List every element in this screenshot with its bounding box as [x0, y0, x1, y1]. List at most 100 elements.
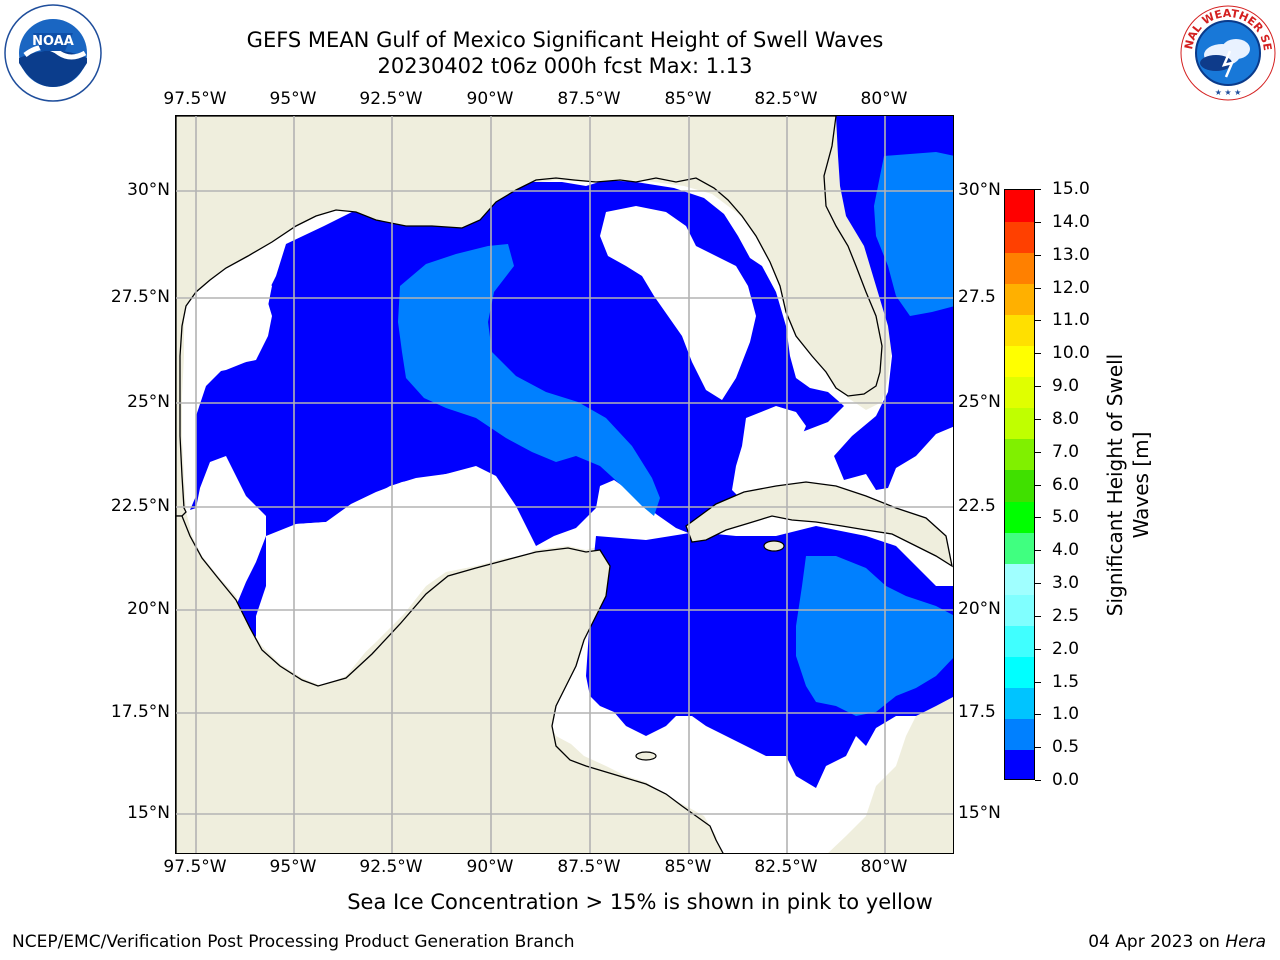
noaa-logo: NOAA [4, 4, 102, 102]
colorbar-segment [1005, 594, 1034, 626]
lon-tick-label: 95°W [269, 89, 317, 109]
map-title: GEFS MEAN Gulf of Mexico Significant Hei… [246, 28, 884, 52]
lon-tick-label: 97.5°W [163, 89, 227, 109]
colorbar-tick [1035, 615, 1041, 617]
colorbar-segment [1005, 532, 1034, 564]
colorbar-tick [1035, 221, 1041, 223]
footer-date-text: 04 Apr 2023 on [1088, 932, 1226, 952]
mexico-landmass [176, 515, 724, 853]
lat-tick-label: 15°N [958, 803, 1001, 823]
colorbar [1004, 189, 1035, 780]
colorbar-tick-label: 11.0 [1052, 310, 1090, 331]
calm-area-east-gulf [600, 206, 756, 400]
lat-tick-label: 25°N [127, 392, 170, 412]
lat-tick-label: 22.5 [958, 496, 996, 516]
colorbar-tick-label: 1.0 [1052, 704, 1080, 725]
lon-tick-label: 82.5°W [754, 857, 818, 877]
colorbar-tick-label: 12.0 [1052, 277, 1090, 298]
lat-tick-label: 15°N [127, 803, 170, 823]
swell-region-light-center [398, 244, 660, 516]
nws-logo: NATIONAL WEATHER SERVICE ★ ★ ★ [1178, 3, 1276, 101]
lon-tick-label: 80°W [860, 857, 908, 877]
calm-area-west-gulf [198, 270, 272, 374]
colorbar-segment [1005, 221, 1034, 253]
colorbar-segment [1005, 283, 1034, 315]
footer-host: Hera [1225, 932, 1266, 952]
us-landmass [176, 116, 883, 517]
colorbar-segment [1005, 625, 1034, 658]
swell-region-caribbean-light [796, 556, 953, 716]
colorbar-tick [1035, 287, 1041, 289]
colorbar-tick-label: 6.0 [1052, 474, 1080, 495]
colorbar-title: Significant Height of Swell Waves [m] [1102, 354, 1154, 616]
colorbar-tick [1035, 550, 1041, 552]
cuba-landmass [685, 481, 953, 568]
colorbar-tick-label: 3.0 [1052, 573, 1080, 593]
colorbar-tick-label: 5.0 [1052, 507, 1080, 528]
lon-tick-label: 92.5°W [359, 89, 423, 109]
colorbar-tick-label: 0.5 [1052, 737, 1080, 758]
colorbar-tick [1035, 648, 1041, 650]
colorbar-segment [1005, 563, 1034, 595]
colorbar-segment [1005, 687, 1034, 720]
colorbar-segment [1005, 345, 1034, 378]
lon-tick-label: 95°W [269, 857, 317, 877]
colorbar-tick [1035, 780, 1041, 781]
colorbar-tick-label: 0.0 [1052, 770, 1080, 790]
colorbar-title-line2: Waves [m] [1129, 431, 1153, 539]
colorbar-tick-label: 7.0 [1052, 441, 1080, 462]
lon-tick-label: 80°W [860, 89, 908, 109]
lon-tick-label: 92.5°W [359, 857, 423, 877]
lat-tick-label: 17.5°N [110, 702, 170, 722]
colorbar-tick-label: 15.0 [1052, 179, 1090, 199]
colorbar-tick [1035, 517, 1041, 519]
colorbar-tick [1035, 747, 1041, 749]
colorbar-tick-label: 9.0 [1052, 376, 1080, 396]
lat-tick-label: 27.5°N [110, 287, 170, 307]
colorbar-tick-label: 8.0 [1052, 408, 1080, 429]
lat-tick-label: 25°N [958, 392, 1001, 412]
colorbar-segment [1005, 469, 1034, 502]
lon-tick-label: 82.5°W [754, 89, 818, 109]
colorbar-segment [1005, 656, 1034, 689]
colorbar-tick [1035, 386, 1041, 387]
colorbar-tick [1035, 681, 1041, 683]
lon-tick-label: 85°W [664, 89, 712, 109]
lat-tick-label: 20°N [127, 599, 170, 619]
colorbar-segment [1005, 314, 1034, 346]
lon-tick-label: 85°W [664, 857, 712, 877]
calm-area-central-gulf [266, 470, 536, 678]
colorbar-segment [1005, 749, 1034, 779]
lon-tick-label: 97.5°W [163, 857, 227, 877]
sea-ice-note: Sea Ice Concentration > 15% is shown in … [347, 890, 933, 914]
colorbar-segment [1005, 376, 1034, 409]
gridlines [176, 116, 953, 853]
map-subtitle: 20230402 t06z 000h fcst Max: 1.13 [377, 54, 753, 78]
colorbar-tick-label: 10.0 [1052, 343, 1090, 364]
lat-tick-label: 30°N [127, 180, 170, 200]
svg-text:★ ★ ★: ★ ★ ★ [1215, 88, 1242, 97]
colorbar-tick [1035, 484, 1041, 486]
colorbar-segment [1005, 501, 1034, 533]
gulf-of-mexico-map [175, 115, 954, 854]
colorbar-segment [1005, 718, 1034, 751]
lat-tick-label: 17.5 [958, 702, 996, 722]
colorbar-segment [1005, 407, 1034, 440]
footer-date: 04 Apr 2023 on Hera [1088, 932, 1266, 952]
colorbar-tick [1035, 583, 1041, 584]
map-canvas [176, 116, 953, 853]
colorbar-segment [1005, 438, 1034, 471]
lon-tick-label: 87.5°W [557, 857, 621, 877]
lat-tick-label: 27.5 [958, 287, 996, 307]
noaa-logo-text: NOAA [32, 34, 74, 49]
footer-credit: NCEP/EMC/Verification Post Processing Pr… [12, 932, 575, 952]
lat-tick-label: 20°N [958, 599, 1001, 619]
colorbar-tick-label: 1.5 [1052, 671, 1080, 692]
colorbar-tick-label: 14.0 [1052, 211, 1090, 232]
colorbar-tick-label: 2.0 [1052, 638, 1080, 659]
colorbar-tick-label: 13.0 [1052, 244, 1090, 265]
lon-tick-label: 90°W [466, 89, 514, 109]
colorbar-tick [1035, 189, 1041, 190]
lat-tick-label: 30°N [958, 180, 1001, 200]
lon-tick-label: 87.5°W [557, 89, 621, 109]
